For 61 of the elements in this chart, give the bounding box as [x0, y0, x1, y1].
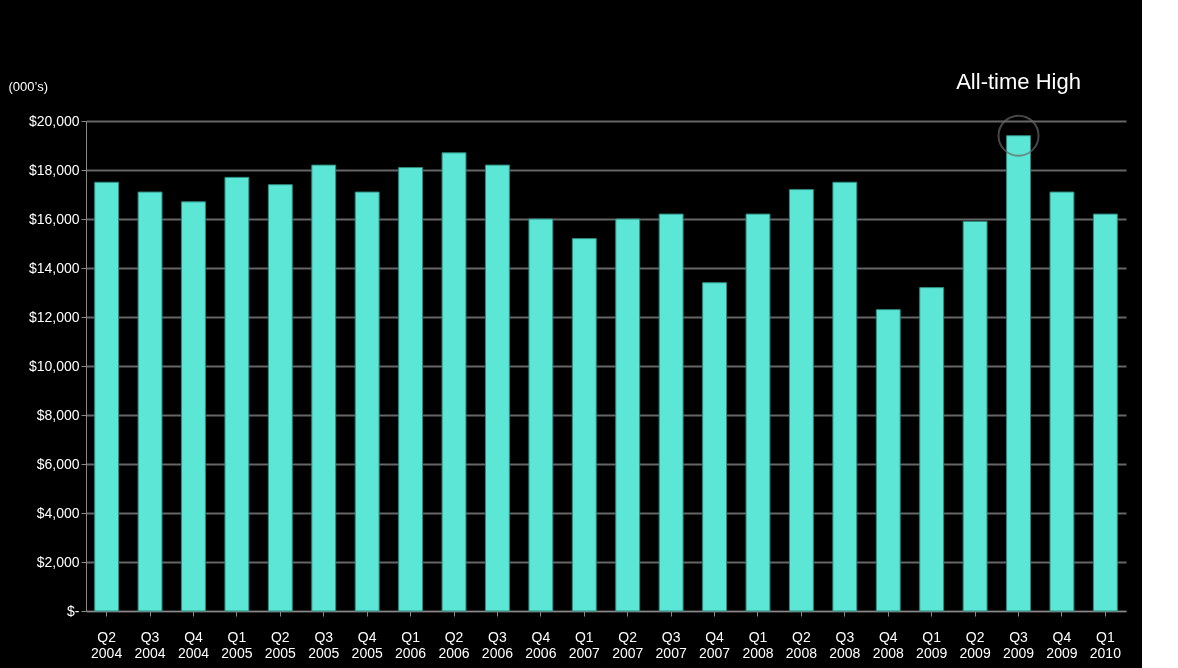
x-tick-label: Q3 2009 — [1002, 628, 1035, 661]
bar — [962, 220, 988, 612]
bar — [832, 181, 858, 612]
bar — [571, 238, 597, 612]
y-tick-label: $- — [67, 602, 80, 619]
x-tick-label: Q2 2004 — [91, 628, 123, 661]
bar — [224, 176, 250, 612]
y-tick-label: $4,000 — [36, 504, 80, 521]
bar — [137, 191, 163, 612]
y-tick-label: $6,000 — [36, 455, 80, 472]
x-tick-label: Q2 2008 — [785, 628, 818, 661]
x-tick-label: Q2 2009 — [959, 628, 991, 661]
bar — [1092, 213, 1118, 612]
x-tick-label: Q1 2006 — [395, 628, 427, 661]
x-tick-label: Q1 2009 — [916, 628, 948, 661]
y-tick-label: $16,000 — [28, 210, 80, 227]
x-tick-label: Q3 2006 — [481, 628, 514, 661]
bar — [702, 282, 727, 612]
bar — [398, 167, 424, 612]
y-tick-label: $8,000 — [36, 406, 80, 423]
y-tick-label: $14,000 — [28, 259, 80, 276]
x-tick-label: Q2 2007 — [612, 628, 644, 661]
bar — [658, 213, 684, 612]
x-tick-label: Q1 2007 — [568, 628, 601, 661]
x-tick-label: Q3 2008 — [829, 628, 861, 661]
x-tick-label: Q3 2004 — [134, 628, 166, 661]
bar — [354, 191, 380, 612]
annotation: All-time High — [956, 68, 1081, 94]
bar — [528, 218, 554, 612]
x-tick-label: Q4 2008 — [872, 628, 905, 661]
bar — [919, 287, 945, 612]
bar — [615, 218, 641, 612]
y-tick-label: $10,000 — [28, 357, 80, 374]
y-tick-label: $18,000 — [28, 161, 80, 178]
x-tick-label: Q1 2005 — [221, 628, 253, 661]
bar — [267, 184, 293, 612]
bar — [181, 201, 206, 612]
x-tick-label: Q2 2006 — [438, 628, 470, 661]
bar — [441, 152, 467, 612]
x-tick-label: Q4 2004 — [177, 628, 210, 661]
bar — [485, 164, 510, 612]
bar — [745, 213, 771, 612]
bar — [311, 164, 337, 612]
bar — [1049, 191, 1075, 612]
y-tick-label: $20,000 — [28, 112, 80, 129]
x-tick-label: Q3 2005 — [308, 628, 340, 661]
bar — [875, 309, 901, 612]
bar — [788, 189, 814, 612]
y-axis-title: (000’s) — [8, 78, 49, 94]
y-tick-label: $2,000 — [36, 553, 80, 570]
bar — [94, 181, 120, 612]
x-tick-label: Q3 2007 — [655, 628, 687, 661]
x-tick-label: Q2 2005 — [264, 628, 297, 661]
y-tick-label: $12,000 — [28, 308, 80, 325]
x-tick-label: Q4 2006 — [525, 628, 557, 661]
x-tick-label: Q1 2008 — [742, 628, 774, 661]
x-tick-label: Q4 2007 — [698, 628, 731, 661]
x-tick-label: Q1 2010 — [1089, 628, 1122, 661]
x-tick-label: Q4 2009 — [1046, 628, 1078, 661]
bar — [1006, 135, 1031, 612]
x-tick-label: Q4 2005 — [351, 628, 383, 661]
